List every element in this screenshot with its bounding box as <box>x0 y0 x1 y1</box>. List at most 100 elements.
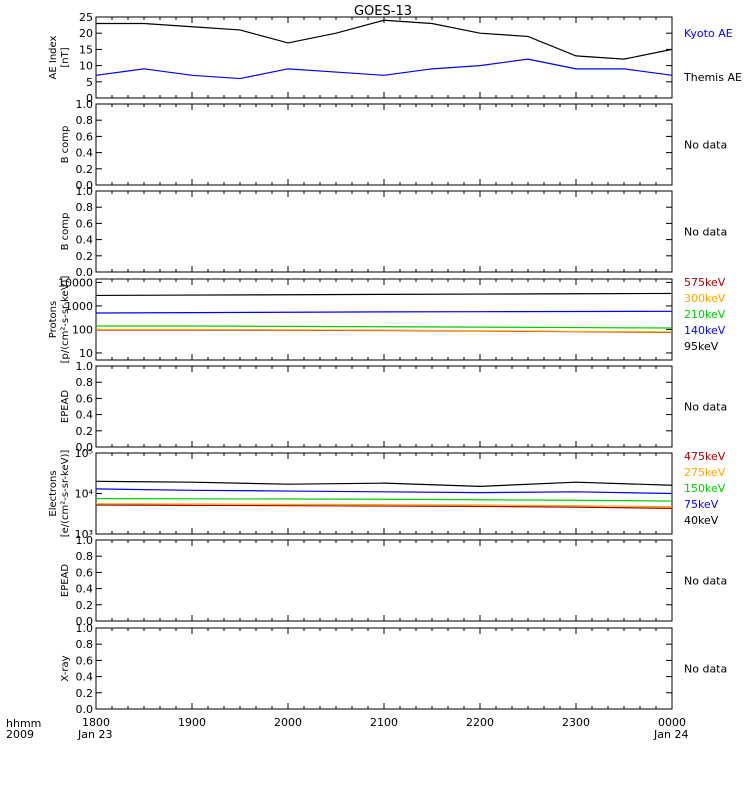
legend-entry: 575keV <box>684 276 726 289</box>
y-axis-label: [nT] <box>60 47 71 67</box>
y-tick-label: 1.0 <box>76 98 94 111</box>
time-axis: hhmm 2009 Jan 23 Jan 24 1800 1900 2000 2100… <box>6 716 688 741</box>
y-axis-label: EPEAD <box>60 564 71 598</box>
legend-entry: 75keV <box>684 498 719 511</box>
y-axis-label: B comp <box>60 126 71 164</box>
y-tick-label: 10000 <box>58 276 93 289</box>
y-tick-label: 10 <box>79 347 93 360</box>
x-date-right: Jan 24 <box>653 728 688 741</box>
panel-2: 0.0 0.2 0.4 0.6 0.8 1.0 B comp No data <box>60 185 727 279</box>
y-tick-label: 10⁴ <box>75 488 94 501</box>
x-date-left: Jan 23 <box>77 728 112 741</box>
y-tick-label: 0.4 <box>76 147 94 160</box>
x-tick-label: 2000 <box>274 716 302 729</box>
x-tick-label: 1900 <box>178 716 206 729</box>
y-tick-label: 0.4 <box>76 583 94 596</box>
legend-entry: 275keV <box>684 466 726 479</box>
legend-entry: Themis AE <box>683 71 742 84</box>
no-data-label: No data <box>684 139 727 152</box>
series-line-40kev <box>95 480 673 487</box>
y-tick-label: 0.2 <box>76 687 94 700</box>
series-line-300kev <box>96 328 673 333</box>
panel-frame <box>95 278 673 361</box>
panel-1: 0.0 0.2 0.4 0.6 0.8 1.0 B comp No data <box>60 98 727 192</box>
y-tick-label: 0.2 <box>76 250 94 263</box>
panel-frame <box>95 452 673 535</box>
y-tick-label: 0.8 <box>76 114 94 127</box>
series-line-140kev <box>95 310 673 314</box>
y-tick-label: 0.2 <box>76 163 94 176</box>
x-tick-label: 0000 <box>658 716 686 729</box>
figure-title: GOES-13 <box>354 4 412 19</box>
y-tick-label: 1000 <box>65 300 93 313</box>
y-tick-label: 0.4 <box>76 671 94 684</box>
y-tick-label: 0.0 <box>76 179 94 192</box>
y-axis-label: EPEAD <box>60 390 71 424</box>
y-tick-label: 1.0 <box>76 534 94 547</box>
y-tick-label: 1.0 <box>76 360 94 373</box>
y-tick-label: 0.0 <box>76 615 94 628</box>
y-tick-label: 0.8 <box>76 376 94 389</box>
panel-frame <box>95 16 673 99</box>
y-tick-label: 0.6 <box>76 130 94 143</box>
y-tick-label: 0.6 <box>76 392 94 405</box>
legend-entry: 40keV <box>684 514 719 527</box>
panel-frame <box>95 627 673 710</box>
y-tick-label: 0.8 <box>76 638 94 651</box>
y-axis-label: Electrons <box>48 470 59 516</box>
y-tick-label: 0.2 <box>76 425 94 438</box>
y-tick-label: 25 <box>79 11 93 24</box>
y-tick-label: 0.2 <box>76 599 94 612</box>
y-tick-label: 0.4 <box>76 234 94 247</box>
x-left-label-hhmm: hhmm <box>6 717 41 730</box>
y-tick-label: 100 <box>72 323 93 336</box>
panel-5: 10³ 10⁴ 10⁵ Electrons [e/(cm²-s-sr-keV)] 475k… <box>48 447 726 541</box>
y-tick-label: 0.6 <box>76 654 94 667</box>
legend-entry: 95keV <box>684 340 719 353</box>
y-tick-label: 10³ <box>75 528 93 541</box>
y-tick-label: 15 <box>79 43 93 56</box>
x-left-label-year: 2009 <box>6 728 34 741</box>
panel-frame <box>95 190 673 273</box>
panel-3: 10 100 1000 10000 Protons [p/(cm²-s-sr-keV)] 5… <box>48 276 726 364</box>
y-tick-label: 0 <box>86 92 93 105</box>
y-tick-label: 0.8 <box>76 201 94 214</box>
x-tick-label: 2100 <box>370 716 398 729</box>
y-tick-label: 1.0 <box>76 622 94 635</box>
panel-7: 0.0 0.2 0.4 0.6 0.8 1.0 X-ray No data <box>60 622 727 716</box>
y-tick-label: 0.4 <box>76 409 94 422</box>
series-line-95kev <box>95 292 673 297</box>
y-tick-label: 0.6 <box>76 566 94 579</box>
y-axis-label: B comp <box>60 213 71 251</box>
panel-frame <box>95 103 673 186</box>
series-line-75kev <box>95 488 673 495</box>
y-tick-label: 0.0 <box>76 703 94 716</box>
no-data-label: No data <box>684 663 727 676</box>
legend-entry: 150keV <box>684 482 726 495</box>
legend-entry: 140keV <box>684 324 726 337</box>
panel-frame <box>95 365 673 448</box>
y-axis-label: X-ray <box>60 655 71 681</box>
x-tick-label: 1800 <box>82 716 110 729</box>
panel-6: 0.0 0.2 0.4 0.6 0.8 1.0 EPEAD No data <box>60 534 727 628</box>
series-line-475kev <box>95 504 673 509</box>
series-line-210kev <box>96 325 673 329</box>
y-tick-label: 0.6 <box>76 217 94 230</box>
x-tick-label: 2300 <box>562 716 590 729</box>
y-axis-label: AE Index <box>48 35 59 79</box>
series-line-275kev <box>95 503 673 508</box>
series-line-150kev <box>95 497 673 502</box>
legend-entry: 475keV <box>684 450 726 463</box>
no-data-label: No data <box>684 575 727 588</box>
y-tick-label: 0.8 <box>76 550 94 563</box>
y-axis-label: [p/(cm²-s-sr-keV)] <box>60 276 71 364</box>
y-tick-label: 1.0 <box>76 185 94 198</box>
y-tick-label: 0.0 <box>76 266 94 279</box>
y-axis-label: [e/(cm²-s-sr-keV)] <box>60 450 71 538</box>
panel-4: 0.0 0.2 0.4 0.6 0.8 1.0 EPEAD No data <box>60 360 727 454</box>
y-tick-label: 10 <box>79 60 93 73</box>
legend-entry: 210keV <box>684 308 726 321</box>
series-line-themis-ae <box>96 19 673 60</box>
